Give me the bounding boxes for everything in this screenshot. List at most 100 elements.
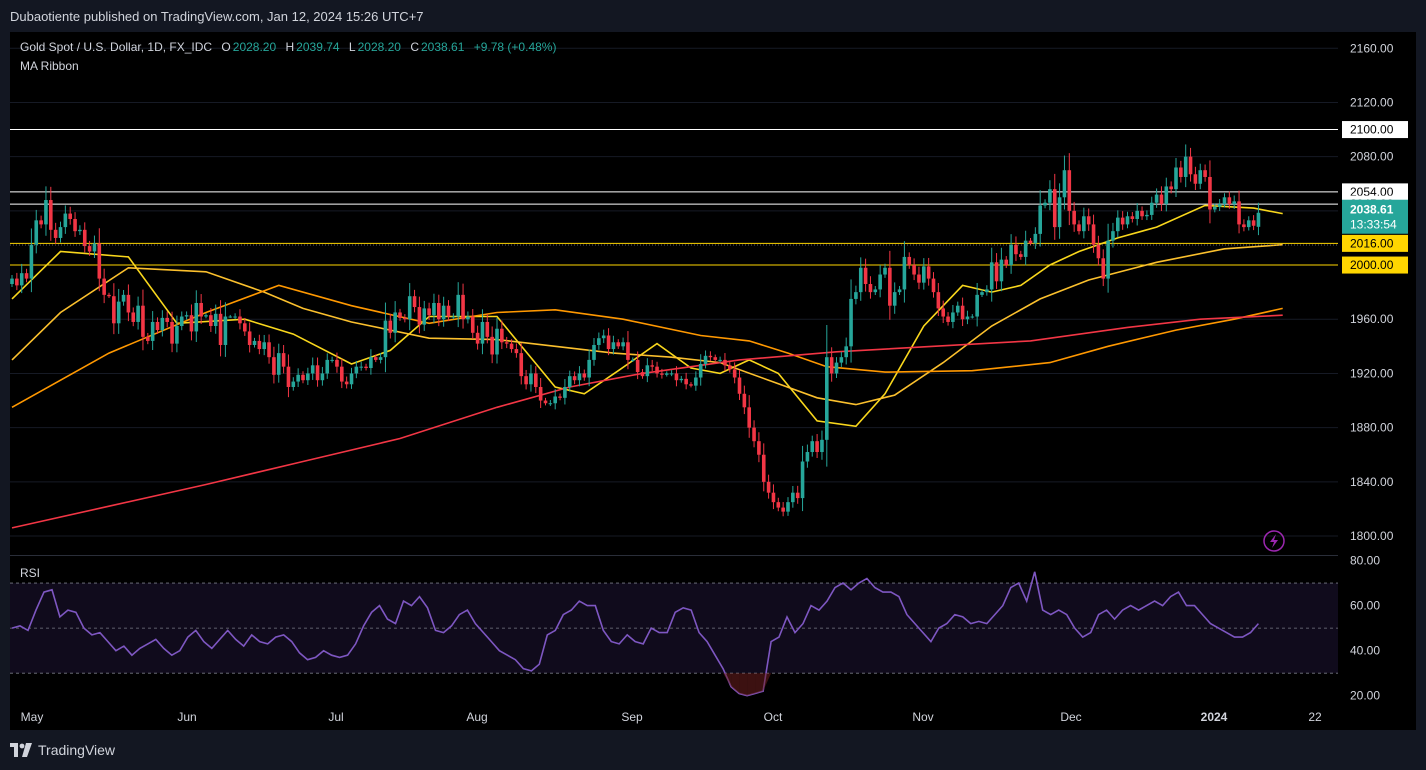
y-tick-label: 1880.00 [1350, 421, 1394, 435]
candle [538, 378, 543, 408]
candle [800, 445, 805, 512]
candle [1217, 199, 1222, 211]
candle [1009, 234, 1013, 274]
candle [116, 288, 121, 334]
candle [1149, 196, 1154, 220]
candle [315, 357, 320, 387]
publisher-line: Dubaotiente published on TradingView.com… [10, 9, 424, 24]
level-price-tag: 2000.00 [1342, 256, 1408, 274]
candle [713, 354, 718, 363]
candle [1159, 186, 1164, 211]
candle [432, 293, 436, 323]
symbol-name[interactable]: Gold Spot / U.S. Dollar, 1D, FX_IDC [20, 40, 213, 54]
candle [771, 484, 776, 510]
top-bar: Dubaotiente published on TradingView.com… [0, 0, 1426, 32]
candle [87, 240, 92, 256]
candle [631, 357, 635, 362]
rsi-label[interactable]: RSI [20, 566, 41, 580]
candle [1256, 202, 1261, 236]
candle [39, 215, 43, 229]
candle [306, 367, 310, 385]
candle [330, 356, 334, 363]
candle [834, 357, 839, 379]
svg-text:2016.00: 2016.00 [1350, 236, 1394, 250]
candle [660, 368, 664, 379]
x-tick-label: 22 [1308, 710, 1322, 724]
candle [1101, 249, 1106, 287]
candle [645, 358, 650, 383]
candle [1232, 195, 1236, 209]
candle [519, 343, 524, 385]
candle [112, 283, 116, 335]
rsi-oversold-fill [731, 673, 740, 694]
candle [1048, 180, 1052, 211]
candle [878, 265, 882, 298]
candle [689, 382, 693, 388]
tradingview-logo-icon [10, 743, 32, 757]
candle [805, 444, 810, 468]
candle [456, 282, 460, 328]
candle [29, 228, 34, 293]
candle [902, 241, 907, 303]
ohlc-h: 2039.74 [296, 40, 340, 54]
candle [970, 314, 975, 319]
candle [272, 346, 276, 384]
chart-canvas[interactable]: 1800.00 1840.00 1880.00 1920.00 1960.00 2000.… [10, 32, 1416, 730]
candle [34, 209, 39, 254]
candle [985, 285, 989, 296]
candle [1174, 158, 1178, 198]
candle [732, 362, 737, 384]
candle [1140, 206, 1144, 220]
candle [543, 397, 548, 406]
candle [1251, 215, 1256, 231]
candle [669, 370, 674, 377]
candle [664, 371, 669, 377]
candle [839, 351, 844, 367]
candle [1067, 153, 1072, 226]
candle [989, 247, 994, 302]
candle [403, 314, 407, 323]
candle [776, 497, 781, 512]
candle [752, 420, 756, 448]
candle [577, 366, 582, 387]
candle [820, 430, 824, 460]
candle [703, 350, 708, 369]
candle [1164, 177, 1169, 212]
ohlc-l: 2028.20 [357, 40, 401, 54]
chart-frame[interactable]: 1800.00 1840.00 1880.00 1920.00 1960.00 2000.… [10, 32, 1416, 730]
candle [708, 351, 713, 361]
candle [548, 399, 553, 406]
candle [325, 353, 330, 379]
y-tick-label: 1920.00 [1350, 366, 1394, 380]
candle [461, 283, 465, 329]
candle [97, 228, 102, 292]
candle [446, 300, 451, 322]
x-tick-label: Sep [621, 710, 643, 724]
candle [78, 225, 82, 235]
level-price-tag: 2100.00 [1342, 121, 1408, 139]
candle [44, 186, 48, 236]
candle [858, 257, 863, 301]
candle [301, 371, 305, 384]
x-tick-label: 2024 [1201, 710, 1228, 724]
candle [10, 275, 14, 287]
candle [766, 474, 771, 499]
candle [369, 349, 373, 375]
rsi-oversold-fill [755, 673, 764, 694]
candle [340, 358, 344, 389]
lightning-icon[interactable] [1263, 530, 1285, 552]
candle [791, 486, 795, 508]
candle [485, 314, 490, 344]
candle [1208, 160, 1212, 224]
candle [267, 334, 271, 364]
candle [873, 286, 878, 295]
footer: TradingView [0, 730, 1426, 770]
candle [58, 221, 63, 243]
ohlc-l-label: L [348, 40, 356, 54]
indicator-label[interactable]: MA Ribbon [20, 59, 79, 73]
tradingview-logo[interactable]: TradingView [10, 742, 115, 758]
candle [141, 289, 145, 351]
candle [606, 328, 611, 356]
candle [825, 324, 829, 467]
candle [407, 283, 412, 331]
